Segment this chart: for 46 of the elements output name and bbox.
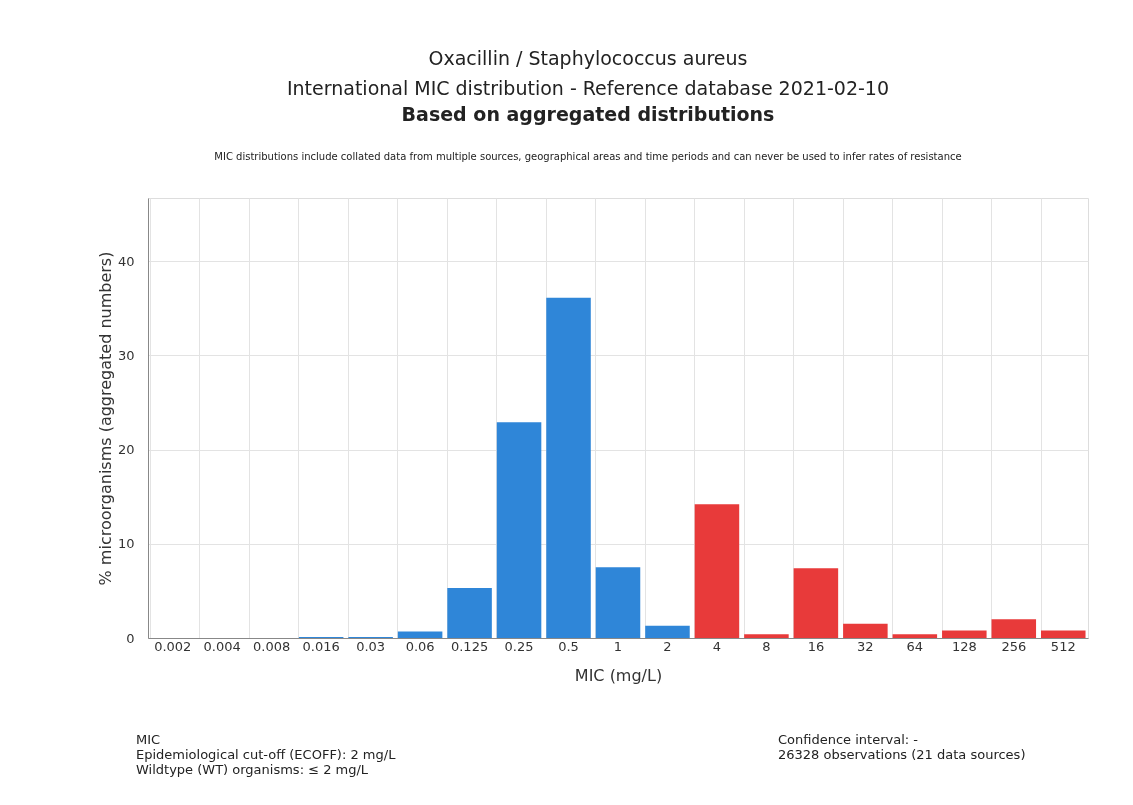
x-tick-label: 256 — [1001, 638, 1027, 654]
x-tick-label: 2 — [663, 638, 672, 654]
text: MIC Epidemiological cut-off (ECOFF): 2 mg/L Wildtype (WT) organisms: ≤ 2 mg/L — [136, 732, 397, 777]
x-tick-label: 1 — [613, 638, 623, 654]
x-tick-label: 0.03 — [356, 638, 386, 654]
bar — [595, 567, 641, 638]
x-tick-label: 8 — [762, 638, 771, 654]
x-tick-label: 0.008 — [253, 638, 291, 654]
x-tick-label: 0.016 — [302, 638, 340, 654]
bar — [645, 625, 690, 638]
bar — [744, 634, 789, 638]
x-tick-label: 4 — [712, 638, 722, 654]
x-tick-label: 128 — [951, 638, 977, 654]
bar — [694, 504, 740, 638]
chart-subtitle: International MIC distribution - Reference database 2021-02-10 — [286, 77, 890, 99]
x-tick-label: 0.125 — [450, 638, 489, 654]
bar — [1041, 630, 1086, 638]
y-tick-label: 0 — [126, 630, 135, 646]
text: Confidence interval: - 26328 observations (21 data sources) — [778, 732, 1026, 762]
y-axis-title: % microorganisms (aggregated numbers) — [95, 251, 115, 586]
x-tick-label: 0.5 — [558, 638, 579, 654]
bar — [793, 568, 839, 638]
y-tick-label: 10 — [117, 536, 135, 552]
bar — [447, 588, 492, 638]
x-tick-label: 0.004 — [203, 638, 241, 654]
y-tick-label: 30 — [117, 347, 135, 363]
x-tick-label: 32 — [857, 638, 874, 654]
bar — [991, 619, 1037, 638]
chart-title: Oxacillin / Staphylococcus aureus — [428, 47, 748, 69]
x-tick-label: 16 — [807, 638, 825, 654]
bar — [546, 297, 591, 638]
text: MIC distributions include collated data from multiple sources, geographical areas and time periods and can never be used to infer rates of resistance — [214, 151, 962, 162]
bar — [397, 631, 443, 638]
bar — [496, 422, 542, 638]
x-tick-label: 512 — [1050, 638, 1076, 654]
bar — [942, 630, 987, 638]
bar — [843, 623, 888, 638]
bar — [892, 634, 938, 638]
x-tick-label: 0.002 — [154, 638, 192, 654]
x-tick-label: 64 — [906, 638, 924, 654]
x-tick-label: 0.06 — [405, 638, 435, 654]
y-tick-label: 40 — [117, 253, 135, 269]
y-tick-label: 20 — [117, 442, 135, 458]
x-tick-label: 0.25 — [504, 638, 534, 654]
text: Based on aggregated distributions — [401, 103, 775, 125]
x-axis-title: MIC (mg/L) — [574, 665, 663, 685]
